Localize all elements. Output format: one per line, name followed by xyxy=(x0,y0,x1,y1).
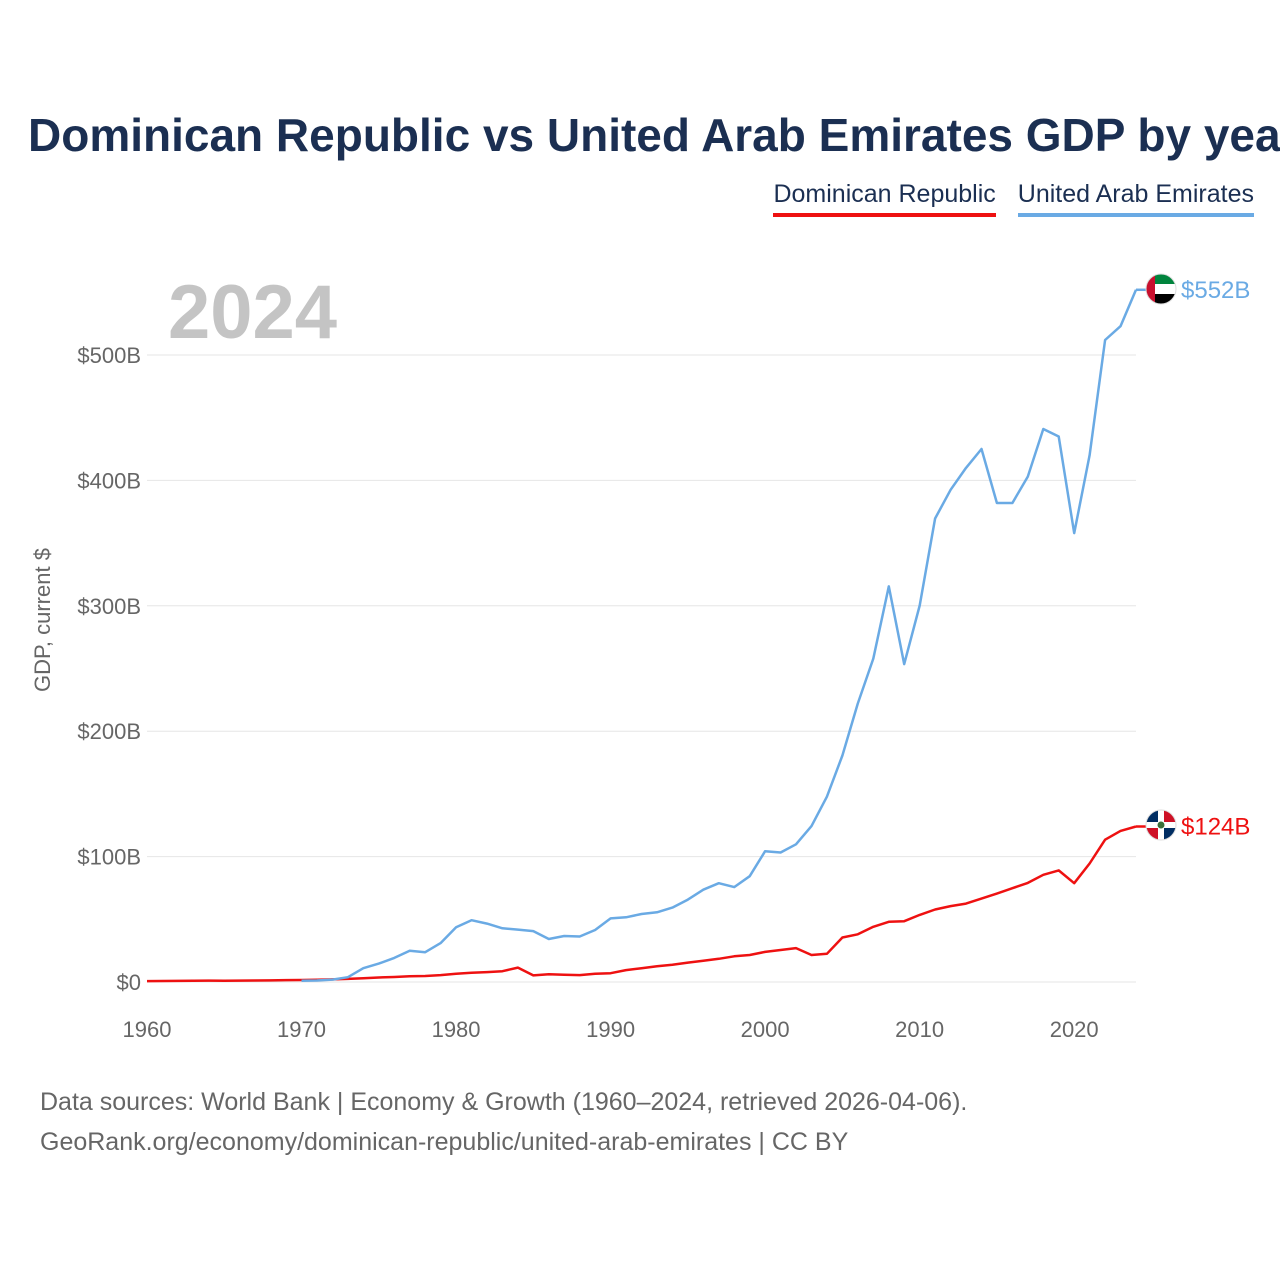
footer-source: Data sources: World Bank | Economy & Gro… xyxy=(40,1082,967,1162)
x-tick-label: 2020 xyxy=(1050,1017,1099,1042)
series-line-united-arab-emirates[interactable] xyxy=(301,289,1138,982)
gdp-line-chart: $0 $100B $200B $300B $400B $500B 1960 1970 1980… xyxy=(30,270,1250,1042)
end-value-label-united-arab-emirates: $552B xyxy=(1181,277,1250,304)
x-tick-label: 2000 xyxy=(741,1017,790,1042)
footer-line-1: Data sources: World Bank | Economy & Gro… xyxy=(40,1088,968,1116)
y-tick-label: $500B xyxy=(77,343,141,368)
year-watermark: 2024 xyxy=(168,270,337,355)
legend-item-dominican-republic[interactable]: Dominican Republic xyxy=(773,180,996,217)
x-tick-label: 2010 xyxy=(895,1017,944,1042)
gridlines xyxy=(147,354,1136,983)
legend-item-united-arab-emirates[interactable]: United Arab Emirates xyxy=(1017,180,1254,217)
y-tick-label: $0 xyxy=(117,970,141,995)
y-tick-label: $300B xyxy=(77,594,141,619)
x-axis-ticks: 1960 1970 1980 1990 2000 2010 2020 xyxy=(123,1017,1099,1042)
x-tick-label: 1960 xyxy=(123,1017,172,1042)
x-tick-label: 1990 xyxy=(586,1017,635,1042)
chart-title: Dominican Republic vs United Arab Emirat… xyxy=(28,109,1280,161)
x-tick-label: 1970 xyxy=(277,1017,326,1042)
series-line-dominican-republic[interactable] xyxy=(146,825,1137,983)
footer-line-2[interactable]: GeoRank.org/economy/dominican-republic/u… xyxy=(40,1128,849,1156)
y-tick-label: $400B xyxy=(77,468,141,493)
end-value-label-dominican-republic: $124B xyxy=(1181,814,1250,841)
dominican-republic-flag xyxy=(1145,809,1177,841)
y-tick-label: $200B xyxy=(77,719,141,744)
y-tick-label: $100B xyxy=(77,845,141,870)
uae-flag xyxy=(1145,273,1177,305)
x-tick-label: 1980 xyxy=(432,1017,481,1042)
y-axis-label: GDP, current $ xyxy=(30,548,55,692)
legend: Dominican Republic United Arab Emirates xyxy=(773,180,1254,217)
y-axis-ticks: $0 $100B $200B $300B $400B $500B xyxy=(77,343,141,995)
series-lines: $124B $552B xyxy=(146,277,1250,983)
